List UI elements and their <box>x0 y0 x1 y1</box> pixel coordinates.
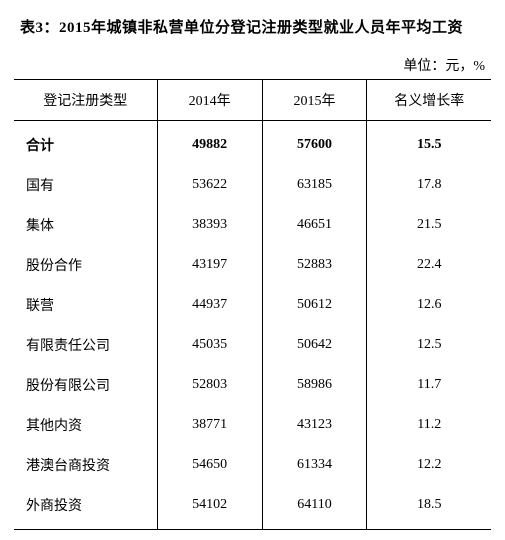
table-row: 外商投资541026411018.5 <box>14 485 491 530</box>
row-label: 股份有限公司 <box>14 365 157 405</box>
row-value: 64110 <box>262 485 367 530</box>
table-row: 股份合作431975288322.4 <box>14 245 491 285</box>
row-value: 11.7 <box>367 365 491 405</box>
table-row: 股份有限公司528035898611.7 <box>14 365 491 405</box>
col-header-2014: 2014年 <box>157 80 262 121</box>
row-value: 12.5 <box>367 325 491 365</box>
row-label: 外商投资 <box>14 485 157 530</box>
col-header-type: 登记注册类型 <box>14 80 157 121</box>
row-value: 63185 <box>262 165 367 205</box>
row-value: 43197 <box>157 245 262 285</box>
row-label: 港澳台商投资 <box>14 445 157 485</box>
row-value: 49882 <box>157 121 262 166</box>
row-value: 46651 <box>262 205 367 245</box>
row-value: 52883 <box>262 245 367 285</box>
row-label: 国有 <box>14 165 157 205</box>
col-header-growth: 名义增长率 <box>367 80 491 121</box>
row-value: 53622 <box>157 165 262 205</box>
row-value: 11.2 <box>367 405 491 445</box>
row-value: 50642 <box>262 325 367 365</box>
row-value: 38771 <box>157 405 262 445</box>
col-header-2015: 2015年 <box>262 80 367 121</box>
row-value: 12.2 <box>367 445 491 485</box>
row-label: 合计 <box>14 121 157 166</box>
row-label: 股份合作 <box>14 245 157 285</box>
table-header-row: 登记注册类型 2014年 2015年 名义增长率 <box>14 80 491 121</box>
row-value: 54650 <box>157 445 262 485</box>
row-value: 15.5 <box>367 121 491 166</box>
row-value: 57600 <box>262 121 367 166</box>
row-value: 18.5 <box>367 485 491 530</box>
table-row: 港澳台商投资546506133412.2 <box>14 445 491 485</box>
row-value: 50612 <box>262 285 367 325</box>
row-value: 58986 <box>262 365 367 405</box>
table-row: 合计498825760015.5 <box>14 121 491 166</box>
row-value: 38393 <box>157 205 262 245</box>
row-value: 17.8 <box>367 165 491 205</box>
unit-label: 单位：元，% <box>14 55 491 75</box>
row-value: 61334 <box>262 445 367 485</box>
row-label: 有限责任公司 <box>14 325 157 365</box>
row-label: 其他内资 <box>14 405 157 445</box>
row-value: 54102 <box>157 485 262 530</box>
row-value: 21.5 <box>367 205 491 245</box>
row-value: 52803 <box>157 365 262 405</box>
salary-table: 登记注册类型 2014年 2015年 名义增长率 合计498825760015.… <box>14 79 491 530</box>
table-row: 有限责任公司450355064212.5 <box>14 325 491 365</box>
table-row: 国有536226318517.8 <box>14 165 491 205</box>
row-value: 22.4 <box>367 245 491 285</box>
row-value: 45035 <box>157 325 262 365</box>
table-row: 联营449375061212.6 <box>14 285 491 325</box>
table-row: 集体383934665121.5 <box>14 205 491 245</box>
row-value: 44937 <box>157 285 262 325</box>
row-label: 联营 <box>14 285 157 325</box>
row-value: 43123 <box>262 405 367 445</box>
row-value: 12.6 <box>367 285 491 325</box>
table-row: 其他内资387714312311.2 <box>14 405 491 445</box>
table-title: 表3：2015年城镇非私营单位分登记注册类型就业人员年平均工资 <box>20 16 491 37</box>
row-label: 集体 <box>14 205 157 245</box>
